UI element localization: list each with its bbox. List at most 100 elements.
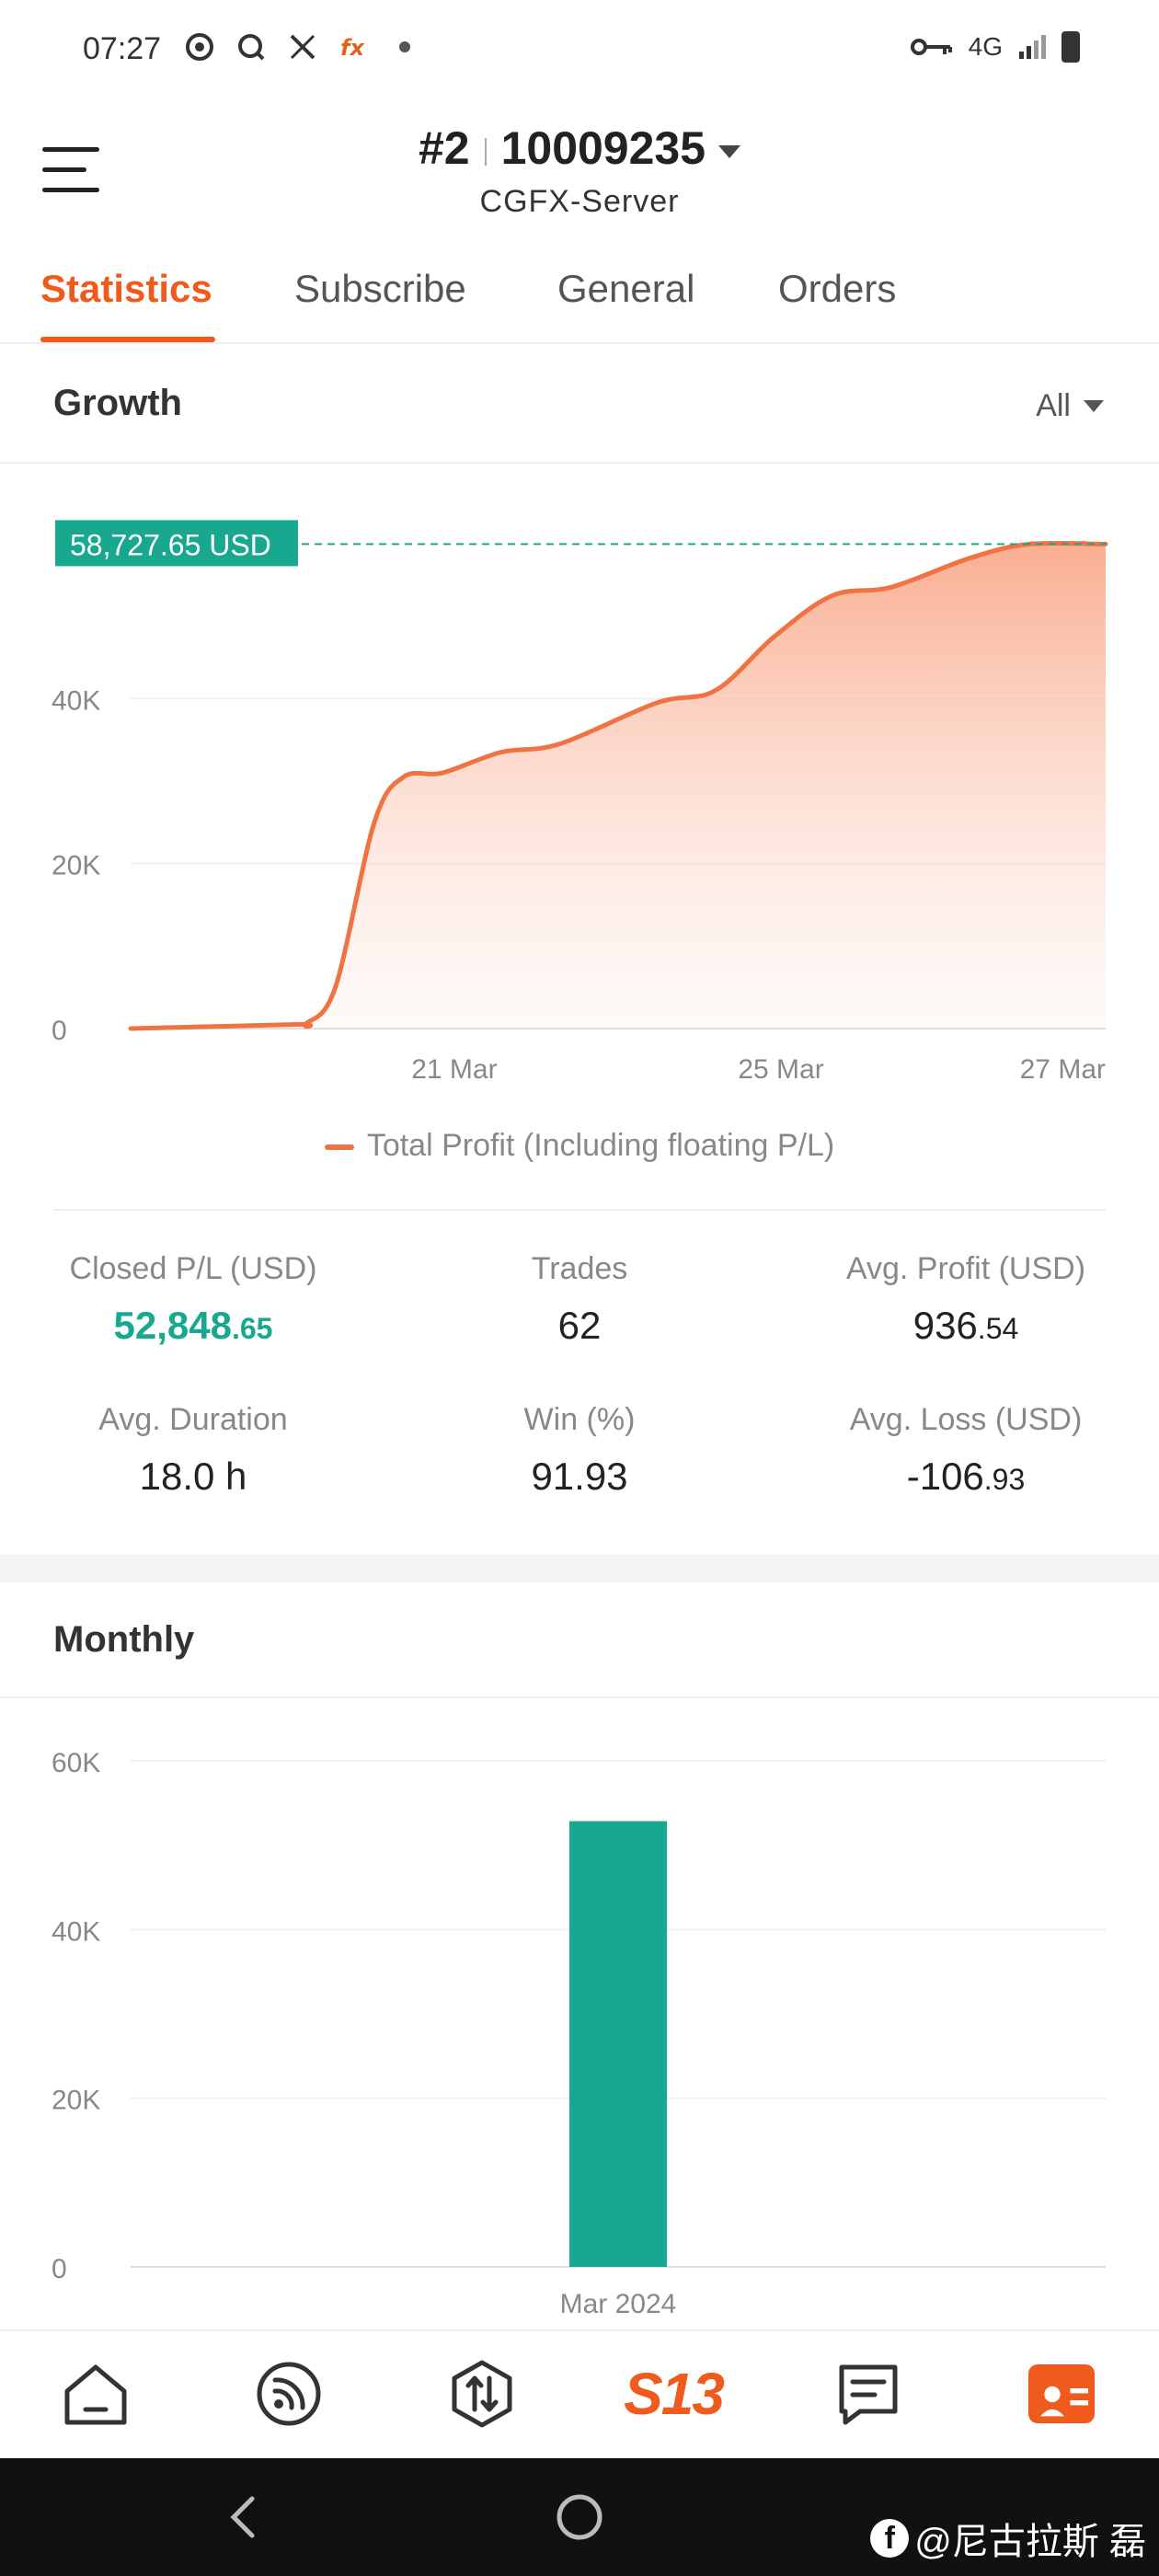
stats-divider bbox=[53, 1209, 1106, 1211]
svg-text:fx: fx bbox=[340, 35, 365, 61]
facebook-icon: f bbox=[870, 2519, 910, 2558]
stat-value-dec: .65 bbox=[231, 1312, 273, 1345]
stat-value-int: -106 bbox=[906, 1455, 984, 1498]
y-tick-label: 40K bbox=[52, 685, 100, 716]
watermark-text: @尼古拉斯 磊 bbox=[914, 2522, 1146, 2562]
range-select-value: All bbox=[1036, 388, 1071, 423]
app-header: #2 10009235 CGFX-Server bbox=[0, 103, 1159, 241]
growth-area bbox=[131, 543, 1106, 1029]
y-tick-label: 20K bbox=[52, 2086, 100, 2116]
nav-profile[interactable] bbox=[1023, 2355, 1100, 2432]
stat-label: Avg. Loss (USD) bbox=[849, 1402, 1083, 1437]
x-icon bbox=[287, 31, 318, 63]
status-time: 07:27 bbox=[83, 31, 162, 66]
fx-app-icon: fx bbox=[339, 31, 370, 63]
stat-value: 18.0 h bbox=[139, 1455, 247, 1498]
profile-icon bbox=[1028, 2364, 1095, 2423]
stat-label: Trades bbox=[531, 1251, 628, 1286]
monthly-title: Monthly bbox=[53, 1619, 195, 1660]
legend-label: Total Profit (Including floating P/L) bbox=[366, 1128, 835, 1163]
status-bar: 07:27 fx 4G bbox=[0, 0, 1159, 103]
active-tab-indicator bbox=[40, 337, 215, 342]
growth-legend: Total Profit (Including floating P/L) bbox=[0, 1128, 1159, 1164]
system-status-icons: 4G bbox=[910, 31, 1080, 63]
stat-value: 62 bbox=[557, 1304, 602, 1347]
tab-bar: Statistics Subscribe General Orders bbox=[0, 241, 1159, 344]
chevron-down-icon bbox=[1084, 400, 1104, 412]
battery-icon bbox=[1061, 31, 1080, 63]
section-divider bbox=[0, 1696, 1159, 1698]
tab-general[interactable]: General bbox=[557, 267, 695, 310]
stat-value-int: 936 bbox=[912, 1304, 978, 1347]
x-tick-label: Mar 2024 bbox=[560, 2289, 677, 2319]
tab-orders[interactable]: Orders bbox=[778, 267, 897, 310]
reference-label-bg bbox=[55, 520, 298, 567]
stat-value-int: 52,848 bbox=[113, 1304, 232, 1347]
home-circle-icon[interactable] bbox=[556, 2493, 603, 2546]
server-name: CGFX-Server bbox=[479, 184, 680, 219]
news-icon bbox=[839, 2364, 898, 2425]
stat-label: Avg. Profit (USD) bbox=[845, 1251, 1086, 1286]
y-tick-label: 0 bbox=[52, 2254, 67, 2284]
stat-value: 936.54 bbox=[773, 1304, 1159, 1348]
stat-trades: Trades 62 bbox=[386, 1251, 773, 1348]
stat-value-dec: .54 bbox=[977, 1312, 1019, 1345]
nav-news[interactable] bbox=[830, 2355, 907, 2432]
x-tick-label: 25 Mar bbox=[738, 1054, 823, 1085]
back-icon[interactable] bbox=[224, 2495, 261, 2544]
account-index: #2 bbox=[418, 122, 470, 174]
menu-icon[interactable] bbox=[42, 144, 99, 195]
growth-chart-svg: 0 20K 40K 58,727.65 USD 21 Mar 25 Mar 27 Mar bbox=[52, 520, 1108, 1085]
stat-avg-duration: Avg. Duration 18.0 h bbox=[0, 1402, 386, 1499]
account-selector[interactable]: #2 10009235 bbox=[0, 121, 1159, 175]
chevron-down-icon bbox=[718, 144, 741, 158]
home-icon bbox=[64, 2364, 127, 2425]
y-tick-label: 60K bbox=[52, 1748, 100, 1778]
stat-value: 52,848.65 bbox=[0, 1304, 386, 1348]
monthly-chart-svg: 0 20K 40K 60K Mar 2024 bbox=[52, 1748, 1106, 2319]
stat-label: Closed P/L (USD) bbox=[69, 1251, 317, 1286]
stat-value: -106.93 bbox=[773, 1455, 1159, 1499]
growth-title: Growth bbox=[53, 383, 182, 423]
bar bbox=[569, 1821, 667, 2267]
account-number: 10009235 bbox=[500, 122, 706, 174]
stat-value: 91.93 bbox=[531, 1455, 628, 1498]
section-divider bbox=[0, 462, 1159, 464]
stat-value-dec: .93 bbox=[983, 1463, 1026, 1496]
system-nav-bar bbox=[0, 2458, 1159, 2576]
stat-avg-loss: Avg. Loss (USD) -106.93 bbox=[773, 1402, 1159, 1499]
network-type: 4G bbox=[968, 32, 1003, 61]
watermark: f @尼古拉斯 磊 bbox=[870, 2512, 1146, 2565]
range-select[interactable]: All bbox=[1036, 388, 1104, 424]
stat-label: Win (%) bbox=[523, 1402, 636, 1437]
stat-label: Avg. Duration bbox=[98, 1402, 288, 1437]
chrome-icon bbox=[184, 31, 215, 63]
vpn-key-icon bbox=[910, 39, 952, 55]
bottom-nav: S13 bbox=[0, 2329, 1159, 2458]
legend-swatch bbox=[324, 1144, 354, 1151]
stat-avg-profit: Avg. Profit (USD) 936.54 bbox=[773, 1251, 1159, 1348]
y-tick-label: 20K bbox=[52, 851, 100, 881]
signal-icon bbox=[1019, 35, 1046, 59]
account-separator bbox=[484, 137, 487, 166]
nav-trade[interactable] bbox=[443, 2355, 521, 2432]
section-gap bbox=[0, 1555, 1159, 1582]
growth-line bbox=[128, 540, 1108, 1031]
tab-statistics[interactable]: Statistics bbox=[40, 267, 212, 310]
nav-brand[interactable]: S13 bbox=[624, 2361, 725, 2427]
signal-icon bbox=[257, 2362, 321, 2426]
reference-label: 58,727.65 USD bbox=[70, 528, 271, 561]
q-app-icon bbox=[235, 31, 267, 63]
x-tick-label: 27 Mar bbox=[1020, 1054, 1106, 1085]
y-tick-label: 40K bbox=[52, 1916, 100, 1947]
y-tick-label: 0 bbox=[52, 1016, 67, 1046]
nav-home[interactable] bbox=[57, 2355, 134, 2432]
notification-icons: fx bbox=[184, 31, 410, 63]
x-tick-label: 21 Mar bbox=[411, 1054, 497, 1085]
tab-subscribe[interactable]: Subscribe bbox=[294, 267, 466, 310]
nav-feed[interactable] bbox=[250, 2355, 327, 2432]
stat-closed-pl: Closed P/L (USD) 52,848.65 bbox=[0, 1251, 386, 1348]
more-notifications-icon bbox=[399, 41, 410, 52]
trade-icon bbox=[452, 2360, 512, 2428]
stat-win: Win (%) 91.93 bbox=[386, 1402, 773, 1499]
